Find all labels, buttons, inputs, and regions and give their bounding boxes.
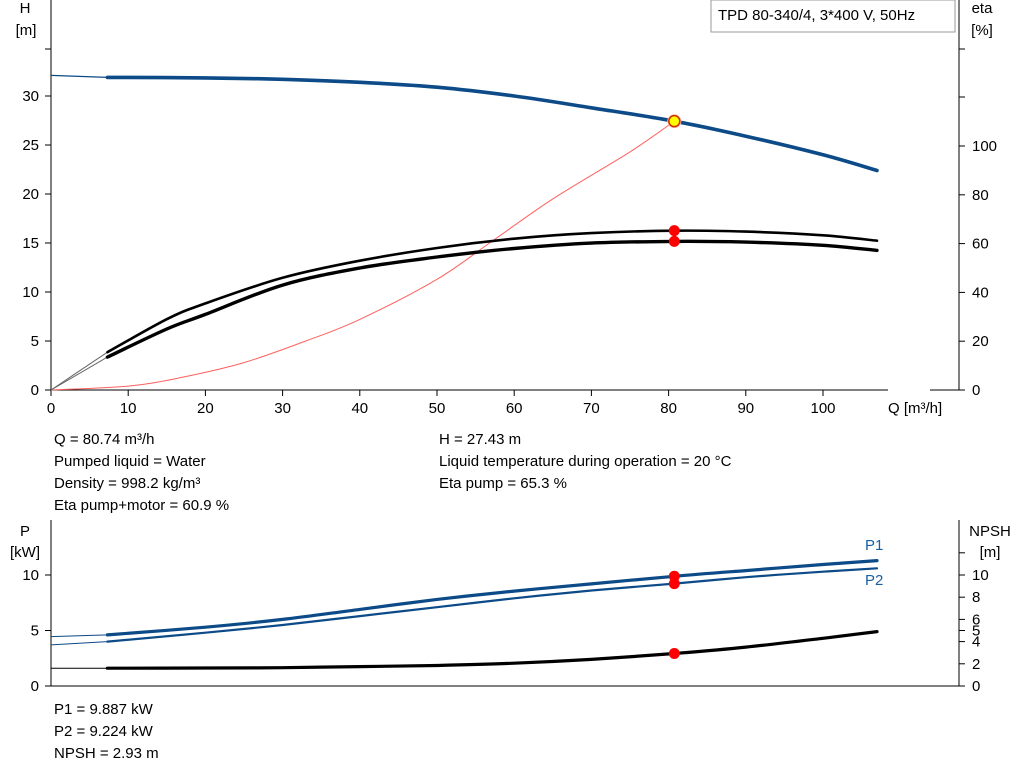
x-tick-label: 70 — [583, 400, 600, 417]
eta-pump-curve-lead-in — [50, 351, 108, 391]
y-tick-label: 15 — [22, 235, 39, 252]
p2-curve-lead-in — [50, 641, 108, 646]
system-curve — [50, 120, 675, 391]
x-axis-label: Q [m³/h] — [888, 400, 942, 417]
y2-tick-label: 60 — [972, 236, 989, 253]
x-tick-label: 60 — [506, 400, 523, 417]
y-axis-unit: [m] — [16, 22, 37, 39]
info-eta-pump: Eta pump = 65.3 % — [439, 475, 567, 492]
info-liquid-temperature: Liquid temperature during operation = 20… — [439, 453, 732, 470]
y-tick-label: 5 — [31, 333, 39, 350]
eta-pump-curve — [106, 229, 879, 354]
p-tick-label: 5 — [31, 623, 39, 640]
info-p2: P2 = 9.224 kW — [54, 723, 153, 740]
y2-tick-label: 0 — [972, 382, 980, 399]
eta-pump-motor-marker — [668, 235, 680, 247]
info-flow: Q = 80.74 m³/h — [54, 431, 155, 448]
p1-curve — [105, 559, 879, 637]
info-head: H = 27.43 m — [439, 431, 522, 448]
p1-curve-lead-in — [50, 634, 108, 638]
p2-series-label: P2 — [865, 572, 883, 589]
npsh-tick-label: 10 — [972, 567, 989, 584]
y-axis-label: H — [20, 0, 31, 17]
info-p1: P1 = 9.887 kW — [54, 701, 153, 718]
x-tick-label: 50 — [429, 400, 446, 417]
info-density: Density = 998.2 kg/m³ — [54, 475, 201, 492]
info-eta-pump-motor: Eta pump+motor = 60.9 % — [54, 497, 230, 514]
p2-marker — [668, 578, 680, 590]
info-block-bottom: P1 = 9.887 kW P2 = 9.224 kW NPSH = 2.93 … — [54, 699, 159, 765]
p1-series-label: P1 — [865, 537, 883, 554]
p-axis-unit: [kW] — [10, 544, 40, 561]
y-tick-label: 10 — [22, 284, 39, 301]
x-tick-label: 10 — [120, 400, 137, 417]
duty-point-marker — [668, 114, 681, 128]
info-block-left: Q = 80.74 m³/h Pumped liquid = Water Den… — [54, 429, 229, 517]
eta-pump-motor-curve — [105, 239, 879, 359]
info-npsh: NPSH = 2.93 m — [54, 745, 159, 762]
y2-axis-unit: [%] — [971, 22, 993, 39]
eta-pump-marker — [668, 225, 680, 237]
x-tick-label: 0 — [47, 400, 55, 417]
y2-tick-label: 20 — [972, 333, 989, 350]
x-tick-label: 30 — [274, 400, 291, 417]
npsh-marker — [668, 647, 680, 659]
npsh-axis-label: NPSH — [969, 523, 1011, 540]
npsh-tick-label: 4 — [972, 634, 980, 651]
eta-pump-motor-curve-lead-in — [50, 356, 108, 391]
y-tick-label: 30 — [22, 88, 39, 105]
y2-axis-label: eta — [972, 0, 994, 17]
p-tick-label: 10 — [22, 567, 39, 584]
y2-tick-label: 40 — [972, 284, 989, 301]
npsh-tick-label: 0 — [972, 678, 980, 695]
y-tick-label: 20 — [22, 186, 39, 203]
head-curve-lead-in — [50, 74, 108, 78]
title-box — [710, 0, 956, 33]
p-axis-label: P — [20, 523, 30, 540]
y-tick-label: 25 — [22, 137, 39, 154]
p2-curve — [106, 567, 879, 643]
x-tick-label: 20 — [197, 400, 214, 417]
info-pumped-liquid: Pumped liquid = Water — [54, 453, 206, 470]
info-block-right: H = 27.43 m Liquid temperature during op… — [439, 429, 731, 495]
npsh-tick-label: 5 — [972, 623, 980, 640]
x-tick-label: 40 — [351, 400, 368, 417]
p-tick-label: 0 — [31, 678, 39, 695]
head-efficiency-chart: 0 5 10 15 20 25 30 0 20 40 60 80 100 0 10 20 30 40 50 60 70 8… — [16, 0, 997, 417]
chart-title: TPD 80-340/4, 3*400 V, 50Hz — [718, 7, 915, 24]
npsh-curve — [105, 630, 879, 670]
npsh-tick-label: 8 — [972, 589, 980, 606]
y-tick-label: 0 — [31, 382, 39, 399]
y2-tick-label: 100 — [972, 138, 997, 155]
npsh-tick-label: 2 — [972, 656, 980, 673]
x-tick-label: 90 — [737, 400, 754, 417]
x-tick-label: 80 — [660, 400, 677, 417]
npsh-axis-unit: [m] — [980, 544, 1001, 561]
npsh-tick-label: 6 — [972, 611, 980, 628]
y2-tick-label: 80 — [972, 187, 989, 204]
head-curve — [105, 75, 879, 173]
x-tick-label: 100 — [810, 400, 835, 417]
